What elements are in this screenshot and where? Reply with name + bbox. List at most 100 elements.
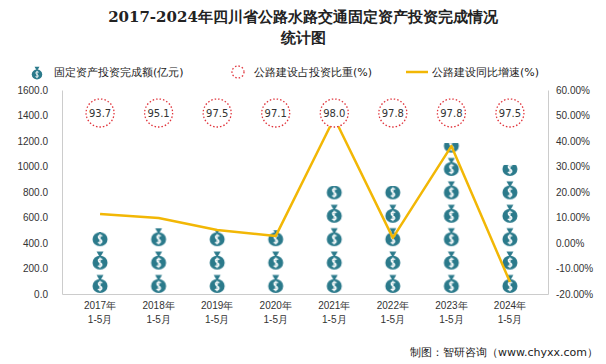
share-circle (437, 99, 465, 127)
tick-label: 20.00% (556, 187, 590, 198)
tick-label: 600.0 (23, 212, 48, 223)
tick-label: 60.00% (556, 85, 590, 96)
share-circle (320, 99, 348, 127)
bar (383, 186, 403, 294)
tick-label: 800.0 (23, 187, 48, 198)
legend-label: 固定资产投资完成额(亿元) (54, 66, 184, 79)
tick-label-line: 1-5月 (263, 314, 287, 325)
right-axis: -20.00% -10.00% 0.00% 10.00% 20.00% 30.00% 40.… (548, 85, 593, 300)
tick: 60.00% (548, 85, 590, 96)
tick: 2018年1-5月 (142, 294, 174, 325)
data-label: 97.8 (440, 108, 462, 119)
share-circle (379, 99, 407, 127)
tick: 1600.0 (17, 85, 62, 96)
tick: 800.0 (23, 187, 62, 198)
tick-label-line: 1-5月 (146, 314, 170, 325)
tick-label: 1000.0 (17, 161, 48, 172)
tick: 30.00% (548, 161, 590, 172)
bar (207, 230, 227, 294)
x-axis: 2017年1-5月 2018年1-5月 2019年 1-5月 2020年 1-5月 2021… (63, 294, 549, 325)
tick-label: 2019年 1-5月 (201, 300, 233, 325)
tick-label-line: 2021年 (318, 300, 350, 311)
tick: 2020年 1-5月 (260, 294, 292, 325)
tick-label: 1600.0 (17, 85, 48, 96)
tick: 20.00% (548, 187, 590, 198)
axis-line (62, 91, 63, 295)
tick-label: 2018年1-5月 (142, 300, 174, 325)
legend-label: 公路建设占投资比重(%) (254, 66, 372, 79)
tick-label: 0.0 (34, 289, 48, 300)
tick: 400.0 (23, 238, 62, 249)
tick: 0.00% (548, 238, 584, 249)
data-label: 97.8 (382, 108, 404, 119)
tick-label: 1200.0 (17, 136, 48, 147)
tick: 200.0 (23, 263, 62, 274)
tick-label: -10.00% (556, 263, 593, 274)
tick-label: 2017年1-5月 (84, 300, 116, 325)
tick: -10.00% (548, 263, 593, 274)
tick-label-line: 2020年 (260, 300, 292, 311)
legend-circle (232, 66, 244, 78)
tick: 600.0 (23, 212, 62, 223)
data-label: 97.5 (206, 108, 228, 119)
tick-label: 2020年 1-5月 (260, 300, 292, 325)
legend: 固定资产投资完成额(亿元) 公路建设占投资比重(%) 公路建设同比增速(%) (32, 66, 539, 79)
tick: 1400.0 (17, 110, 62, 121)
tick-label: 10.00% (556, 212, 590, 223)
tick-label-line: 2019年 (201, 300, 233, 311)
tick: 2024年 1-5月 (494, 294, 526, 325)
tick-label: 400.0 (23, 238, 48, 249)
line (100, 118, 510, 282)
legend-item: 公路建设同比增速(%) (406, 66, 539, 79)
tick-label-line: 1-5月 (439, 314, 463, 325)
bar (441, 143, 461, 294)
tick-label-line: 1-5月 (381, 314, 405, 325)
tick-label: -20.00% (556, 289, 593, 300)
data-label: 95.1 (147, 108, 169, 119)
bar (500, 165, 520, 294)
bar (90, 232, 110, 294)
tick-label: 200.0 (23, 263, 48, 274)
tick-label-line: 1-5月 (88, 314, 112, 325)
tick-label: 2023年1-5月 (435, 300, 467, 325)
legend-line (406, 71, 428, 74)
tick-label: 0.00% (556, 238, 584, 249)
left-axis: 0.0 200.0 400.0 600.0 800.0 1000.0 1200.0 1400.… (17, 85, 62, 300)
tick-label-line: 2024年 (494, 300, 526, 311)
share-circle (262, 99, 290, 127)
axis-line (548, 91, 549, 295)
tick-label: 50.00% (556, 110, 590, 121)
source: 制图：智研咨询（www.chyxx.com） (410, 346, 598, 359)
tick-label: 40.00% (556, 136, 590, 147)
tick-label-line: 1-5月 (498, 314, 522, 325)
tick-label: 2021年1-5月 (318, 300, 350, 325)
share-circle (86, 99, 114, 127)
tick: 10.00% (548, 212, 590, 223)
tick-label-line: 2022年 (377, 300, 409, 311)
tick: 1000.0 (17, 161, 62, 172)
tick: 2017年1-5月 (84, 294, 116, 325)
tick-label: 30.00% (556, 161, 590, 172)
chart-title: 统计图 (280, 29, 326, 47)
bar (149, 228, 169, 294)
tick: 0.0 (34, 289, 62, 300)
bag-sign (35, 71, 38, 78)
tick-label: 1400.0 (17, 110, 48, 121)
chart-root: 2017-2024年四川省公路水路交通固定资产投资完成情况统计图固定资产投资完成… (0, 0, 606, 364)
tick-label: 2024年 1-5月 (494, 300, 526, 325)
tick-label-line: 1-5月 (205, 314, 229, 325)
legend-item: 公路建设占投资比重(%) (232, 66, 372, 79)
tick: 2019年 1-5月 (201, 294, 233, 325)
bar (266, 230, 286, 294)
share-circle (496, 99, 524, 127)
plot-area (90, 118, 520, 294)
tick: 2023年1-5月 (435, 294, 467, 325)
chart-title: 2017-2024年四川省公路水路交通固定资产投资完成情况 (108, 8, 499, 26)
tick: 1200.0 (17, 136, 62, 147)
tick: -20.00% (548, 289, 593, 300)
tick: 2022年 1-5月 (377, 294, 409, 325)
tick: 50.00% (548, 110, 590, 121)
data-label: 98.0 (323, 108, 345, 119)
tick-label: 2022年 1-5月 (377, 300, 409, 325)
bar (324, 186, 344, 294)
